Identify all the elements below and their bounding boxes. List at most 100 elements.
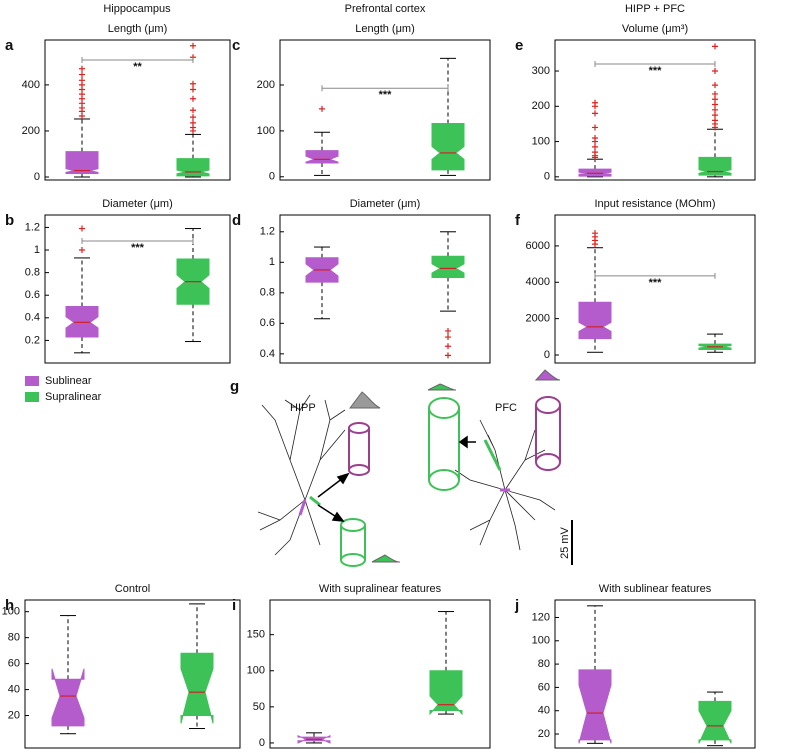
dendrite-highlights — [298, 439, 510, 516]
y-tick-label: 150 — [247, 629, 265, 641]
y-tick-label: 0.2 — [25, 334, 40, 346]
y-tick-label: 40 — [538, 705, 550, 717]
panel-title: Length (μm) — [355, 23, 415, 35]
arrows — [317, 435, 476, 522]
notched-box — [578, 301, 612, 340]
panel-letter: b — [5, 212, 14, 229]
y-tick-label: 100 — [257, 125, 275, 137]
outlier — [712, 68, 718, 75]
outlier — [79, 225, 85, 232]
panel-letter: d — [232, 212, 241, 229]
outlier — [190, 86, 196, 93]
outlier — [592, 110, 598, 117]
outlier — [592, 143, 598, 150]
panel-title: With sublinear features — [599, 583, 712, 595]
outlier — [592, 230, 598, 237]
legend-swatch — [25, 392, 39, 402]
diagram-label: PFC — [495, 402, 517, 414]
outlier — [712, 112, 718, 119]
outlier — [190, 107, 196, 114]
y-tick-label: 0 — [269, 171, 275, 183]
notched-box — [51, 668, 85, 727]
y-tick-label: 60 — [538, 681, 550, 693]
panel-title: Diameter (μm) — [350, 198, 421, 210]
y-tick-label: 1 — [269, 256, 275, 268]
notched-box — [305, 150, 339, 164]
scale-label: 25 mV — [559, 526, 571, 558]
panel-letter: e — [515, 37, 523, 54]
outlier — [592, 124, 598, 131]
y-tick-label: 0 — [34, 171, 40, 183]
y-tick-label: 0 — [259, 737, 265, 749]
legend-label: Supralinear — [45, 391, 102, 403]
cylinders — [340, 396, 561, 567]
y-tick-label: 1.2 — [260, 226, 275, 238]
y-tick-label: 0.6 — [25, 289, 40, 301]
notched-box — [180, 652, 214, 724]
y-tick-label: 0.4 — [25, 312, 40, 324]
y-tick-label: 0.8 — [25, 267, 40, 279]
outlier — [712, 101, 718, 108]
y-tick-label: 100 — [532, 635, 550, 647]
y-tick-label: 0 — [544, 349, 550, 361]
diagram-label: HIPP — [290, 402, 316, 414]
legend-swatch — [25, 376, 39, 386]
y-tick-label: 1 — [34, 244, 40, 256]
plot-frame — [44, 214, 231, 364]
plot-frame — [279, 214, 491, 364]
outlier — [592, 135, 598, 142]
significance-label: *** — [131, 242, 145, 254]
y-tick-label: 20 — [538, 728, 550, 740]
outlier — [445, 343, 451, 350]
panel-letter: j — [514, 597, 519, 614]
outlier — [79, 77, 85, 84]
y-tick-label: 50 — [253, 701, 265, 713]
plot-frame — [554, 599, 756, 749]
y-tick-label: 0 — [544, 171, 550, 183]
y-tick-label: 200 — [22, 125, 40, 137]
column-title: Hippocampus — [103, 3, 171, 15]
notched-box — [431, 123, 465, 171]
column-title: HIPP + PFC — [625, 3, 685, 15]
plot-frame — [554, 39, 756, 181]
neuron-diagram — [257, 394, 556, 556]
y-tick-label: 200 — [532, 100, 550, 112]
significance-bar — [321, 85, 449, 92]
y-tick-label: 6000 — [526, 240, 550, 252]
outlier — [712, 117, 718, 124]
legend-label: Sublinear — [45, 375, 92, 387]
y-tick-label: 300 — [532, 65, 550, 77]
panel-letter: h — [5, 597, 14, 614]
panel-title: Control — [115, 583, 150, 595]
y-tick-label: 80 — [8, 632, 20, 644]
panel-letter: a — [5, 37, 14, 54]
outlier — [445, 334, 451, 341]
outlier — [190, 119, 196, 126]
outlier — [190, 95, 196, 102]
panel-letter: f — [515, 212, 521, 229]
outlier — [445, 327, 451, 334]
y-tick-label: 0.4 — [260, 348, 275, 360]
y-tick-label: 100 — [2, 606, 20, 618]
y-tick-label: 60 — [8, 658, 20, 670]
y-tick-label: 0.8 — [260, 287, 275, 299]
notched-box — [698, 700, 732, 744]
outlier — [79, 71, 85, 78]
outlier — [79, 247, 85, 254]
y-tick-label: 40 — [8, 683, 20, 695]
outlier — [445, 352, 451, 359]
significance-bar — [81, 237, 194, 244]
panel-title: Volume (μm³) — [622, 23, 688, 35]
y-tick-label: 2000 — [526, 313, 550, 325]
y-tick-label: 0.6 — [260, 317, 275, 329]
panel-letter: i — [232, 597, 236, 614]
traces — [349, 369, 561, 563]
significance-bar — [594, 272, 716, 279]
y-tick-label: 4000 — [526, 276, 550, 288]
significance-label: *** — [649, 277, 663, 289]
significance-label: *** — [649, 65, 663, 77]
outlier — [592, 149, 598, 156]
panel-letter: g — [230, 378, 239, 395]
column-title: Prefrontal cortex — [345, 3, 426, 15]
